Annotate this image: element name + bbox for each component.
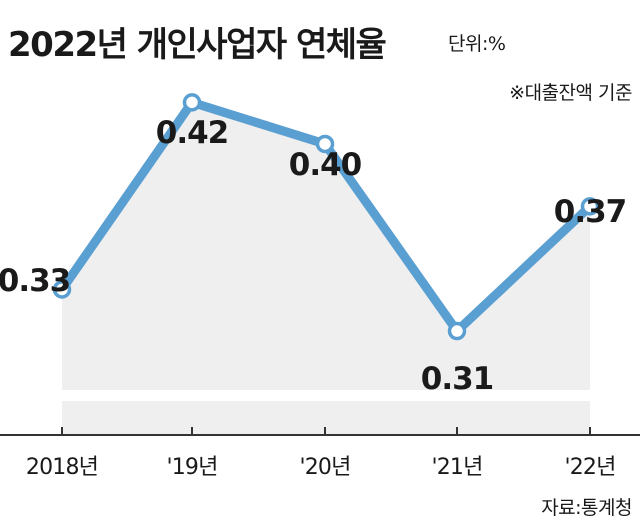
x-tick-label-2: '20년 xyxy=(299,455,350,480)
unit-label: 단위:% xyxy=(448,33,505,55)
x-tick-label-1: '19년 xyxy=(166,455,217,480)
data-label-4: 0.37 xyxy=(554,194,627,230)
chart-title: 2022년 개인사업자 연체율 xyxy=(8,25,387,65)
data-point-0 xyxy=(52,280,72,299)
x-tick-label-0: 2018년 xyxy=(26,455,98,480)
x-tick-label-3: '21년 xyxy=(431,455,482,480)
source-label: 자료:통계청 xyxy=(541,497,632,519)
data-label-2: 0.40 xyxy=(289,147,362,183)
data-label-1: 0.42 xyxy=(156,115,229,151)
data-point-4 xyxy=(580,197,600,216)
x-tick-label-4: '22년 xyxy=(564,455,615,480)
data-point-2 xyxy=(315,134,335,154)
data-label-3: 0.31 xyxy=(421,361,494,397)
basis-note: ※대출잔액 기준 xyxy=(509,82,632,104)
data-point-1 xyxy=(182,93,202,112)
data-point-3 xyxy=(447,321,467,341)
x-axis-ticks: 2018년 '19년 '20년 '21년 '22년 xyxy=(26,427,616,480)
area-fill xyxy=(62,102,590,391)
plot-area: 0.33 0.42 0.40 0.31 0.37 xyxy=(0,93,627,435)
data-label-0: 0.33 xyxy=(0,263,70,299)
